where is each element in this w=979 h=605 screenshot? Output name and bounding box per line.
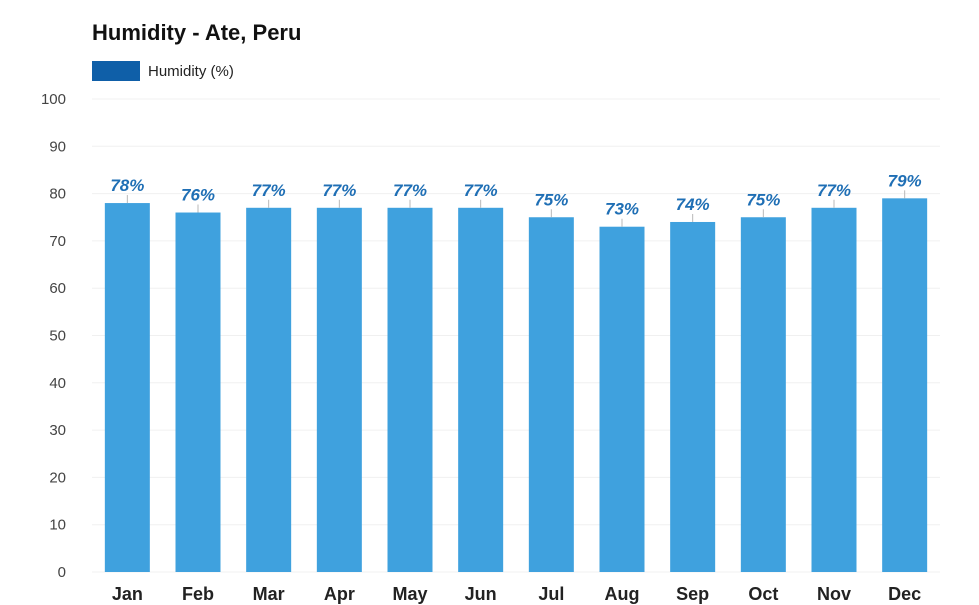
y-tick-label: 0 [58, 564, 66, 581]
bars [104, 198, 928, 573]
x-tick-label: Jan [112, 584, 143, 604]
y-tick-label: 80 [49, 186, 66, 203]
chart-title: Humidity - Ate, Peru [92, 20, 302, 45]
bar-feb [175, 212, 221, 572]
x-axis: Jan Feb Mar Apr May Jun Jul Aug Sep Oct Nov Dec [112, 584, 921, 604]
data-label-mar: 77% [252, 181, 286, 200]
x-tick-label: Feb [182, 584, 214, 604]
data-label-oct: 75% [746, 190, 780, 209]
data-label-feb: 76% [181, 186, 215, 205]
bar-may [387, 207, 433, 573]
bar-oct [740, 217, 786, 572]
bar-jan [104, 203, 150, 572]
bar-aug [599, 226, 645, 572]
data-label-jan: 78% [110, 176, 144, 195]
data-label-dec: 79% [888, 171, 922, 190]
data-label-aug: 73% [605, 200, 639, 219]
bar-nov [811, 207, 857, 573]
legend-label: Humidity (%) [148, 62, 234, 80]
data-label-sep: 74% [676, 195, 710, 214]
bar-jun [458, 207, 504, 573]
bar-sep [670, 221, 716, 573]
data-label-apr: 77% [322, 181, 356, 200]
y-tick-label: 40 [49, 375, 66, 392]
y-tick-label: 50 [49, 328, 66, 345]
x-tick-label: May [392, 584, 427, 604]
x-tick-label: Aug [605, 584, 640, 604]
data-label-may: 77% [393, 181, 427, 200]
x-tick-label: Mar [253, 584, 285, 604]
grid-lines [92, 98, 940, 573]
y-tick-label: 60 [49, 280, 66, 297]
y-axis: 0 10 20 30 40 50 60 70 80 90 100 [41, 91, 66, 581]
x-tick-label: Oct [748, 584, 778, 604]
legend: Humidity (%) [92, 61, 234, 81]
x-tick-label: Apr [324, 584, 355, 604]
data-label-jul: 75% [534, 190, 568, 209]
data-labels: 78% 76% 77% 77% 77% 77% 75% 73% 74% 75% 77% 79% [110, 171, 922, 227]
y-tick-label: 100 [41, 91, 66, 108]
y-tick-label: 70 [49, 233, 66, 250]
bar-mar [246, 207, 292, 573]
y-tick-label: 20 [49, 469, 66, 486]
x-tick-label: Sep [676, 584, 709, 604]
data-label-nov: 77% [817, 181, 851, 200]
y-tick-label: 90 [49, 138, 66, 155]
bar-jul [528, 217, 574, 572]
legend-swatch [92, 61, 140, 81]
x-tick-label: Jun [465, 584, 497, 604]
x-tick-label: Dec [888, 584, 921, 604]
x-tick-label: Jul [538, 584, 564, 604]
data-label-jun: 77% [464, 181, 498, 200]
bar-dec [882, 198, 928, 572]
y-tick-label: 30 [49, 422, 66, 439]
y-tick-label: 10 [49, 517, 66, 534]
bar-apr [316, 207, 362, 573]
x-tick-label: Nov [817, 584, 851, 604]
